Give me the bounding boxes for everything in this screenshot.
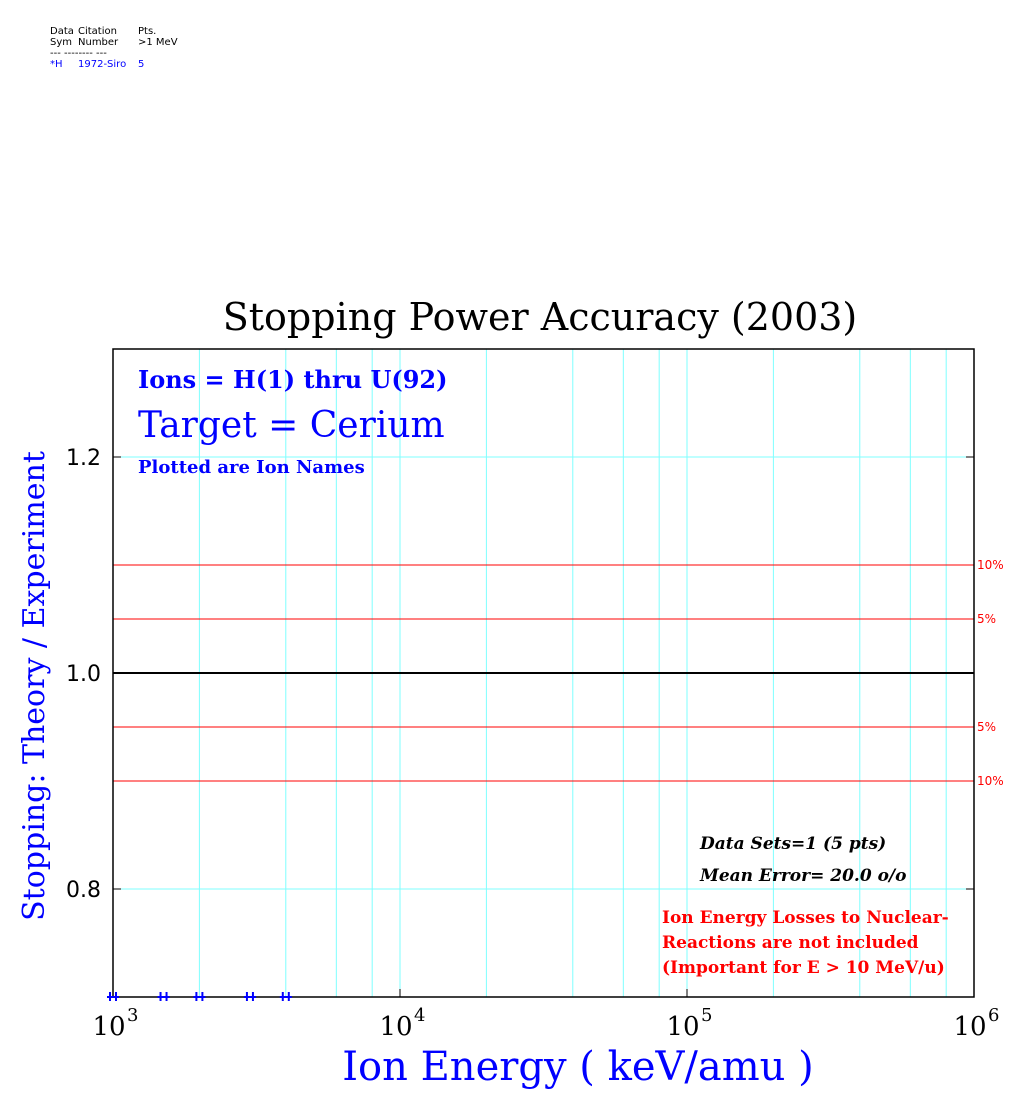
x-tick-label: 10 (379, 1012, 412, 1042)
annotation-mean-error: Mean Error= 20.0 o/o (699, 866, 906, 886)
legend-entry-citation: 1972-Siro (78, 59, 127, 70)
x-tick-exponent: 5 (701, 1005, 712, 1026)
legend-header-sym: Sym (50, 37, 73, 48)
nuclear-note-line-1: Ion Energy Losses to Nuclear- (662, 908, 949, 928)
error-band-label: 10% (977, 774, 1004, 788)
x-tick-exponent: 3 (127, 1005, 138, 1026)
legend-header-number: Number (78, 37, 119, 48)
x-tick-label: 10 (666, 1012, 699, 1042)
data-point (279, 992, 292, 1001)
legend-divider: --- -------- --- (50, 48, 107, 59)
x-tick-exponent: 4 (414, 1005, 425, 1026)
x-axis-label: Ion Energy ( keV/amu ) (342, 1044, 813, 1090)
axis-layer: 0.81.01.210 3 10 4 10 5 10 6 (66, 348, 999, 1042)
x-tick-exponent: 6 (988, 1005, 999, 1026)
data-point (157, 992, 170, 1001)
legend-header-pts: Pts. (138, 26, 157, 37)
error-band-label: 10% (977, 558, 1004, 572)
data-point (107, 992, 119, 1001)
annotation-data-sets: Data Sets=1 (5 pts) (699, 834, 886, 854)
y-tick-label: 0.8 (66, 878, 101, 903)
x-tick-label: 10 (92, 1012, 125, 1042)
annotation-plotted: Plotted are Ion Names (138, 457, 365, 478)
y-axis-label: Stopping: Theory / Experiment (17, 451, 52, 921)
legend-header-data: Data (50, 26, 74, 37)
legend-header-row-1: Data Citation Pts. (50, 26, 178, 37)
data-marks-layer (107, 992, 292, 1001)
legend-entry-pts: 5 (138, 59, 145, 70)
legend-header-citation: Citation (78, 26, 117, 37)
x-tick-label: 10 (953, 1012, 986, 1042)
nuclear-note-line-2: Reactions are not included (662, 933, 919, 953)
data-point (193, 992, 206, 1001)
y-tick-label: 1.2 (66, 446, 101, 471)
annotation-target: Target = Cerium (138, 405, 445, 446)
error-band-layer: 10% 5% 5% 10% (113, 558, 1004, 788)
error-band-label: 5% (977, 720, 996, 734)
legend-entry-sym: *H (50, 59, 63, 70)
nuclear-note-line-3: (Important for E > 10 MeV/u) (662, 958, 945, 978)
data-point (243, 992, 256, 1001)
legend-entry: *H 1972-Siro 5 (50, 59, 178, 70)
data-citation-legend: Data Citation Pts. Sym Number >1 MeV ---… (50, 26, 178, 70)
error-band-label: 5% (977, 612, 996, 626)
y-tick-label: 1.0 (66, 662, 101, 687)
legend-header-mev: >1 MeV (138, 37, 178, 48)
chart-title: Stopping Power Accuracy (2003) (223, 295, 858, 339)
legend-header-row-2: Sym Number >1 MeV (50, 37, 178, 48)
annotation-ions: Ions = H(1) thru U(92) (138, 365, 447, 394)
